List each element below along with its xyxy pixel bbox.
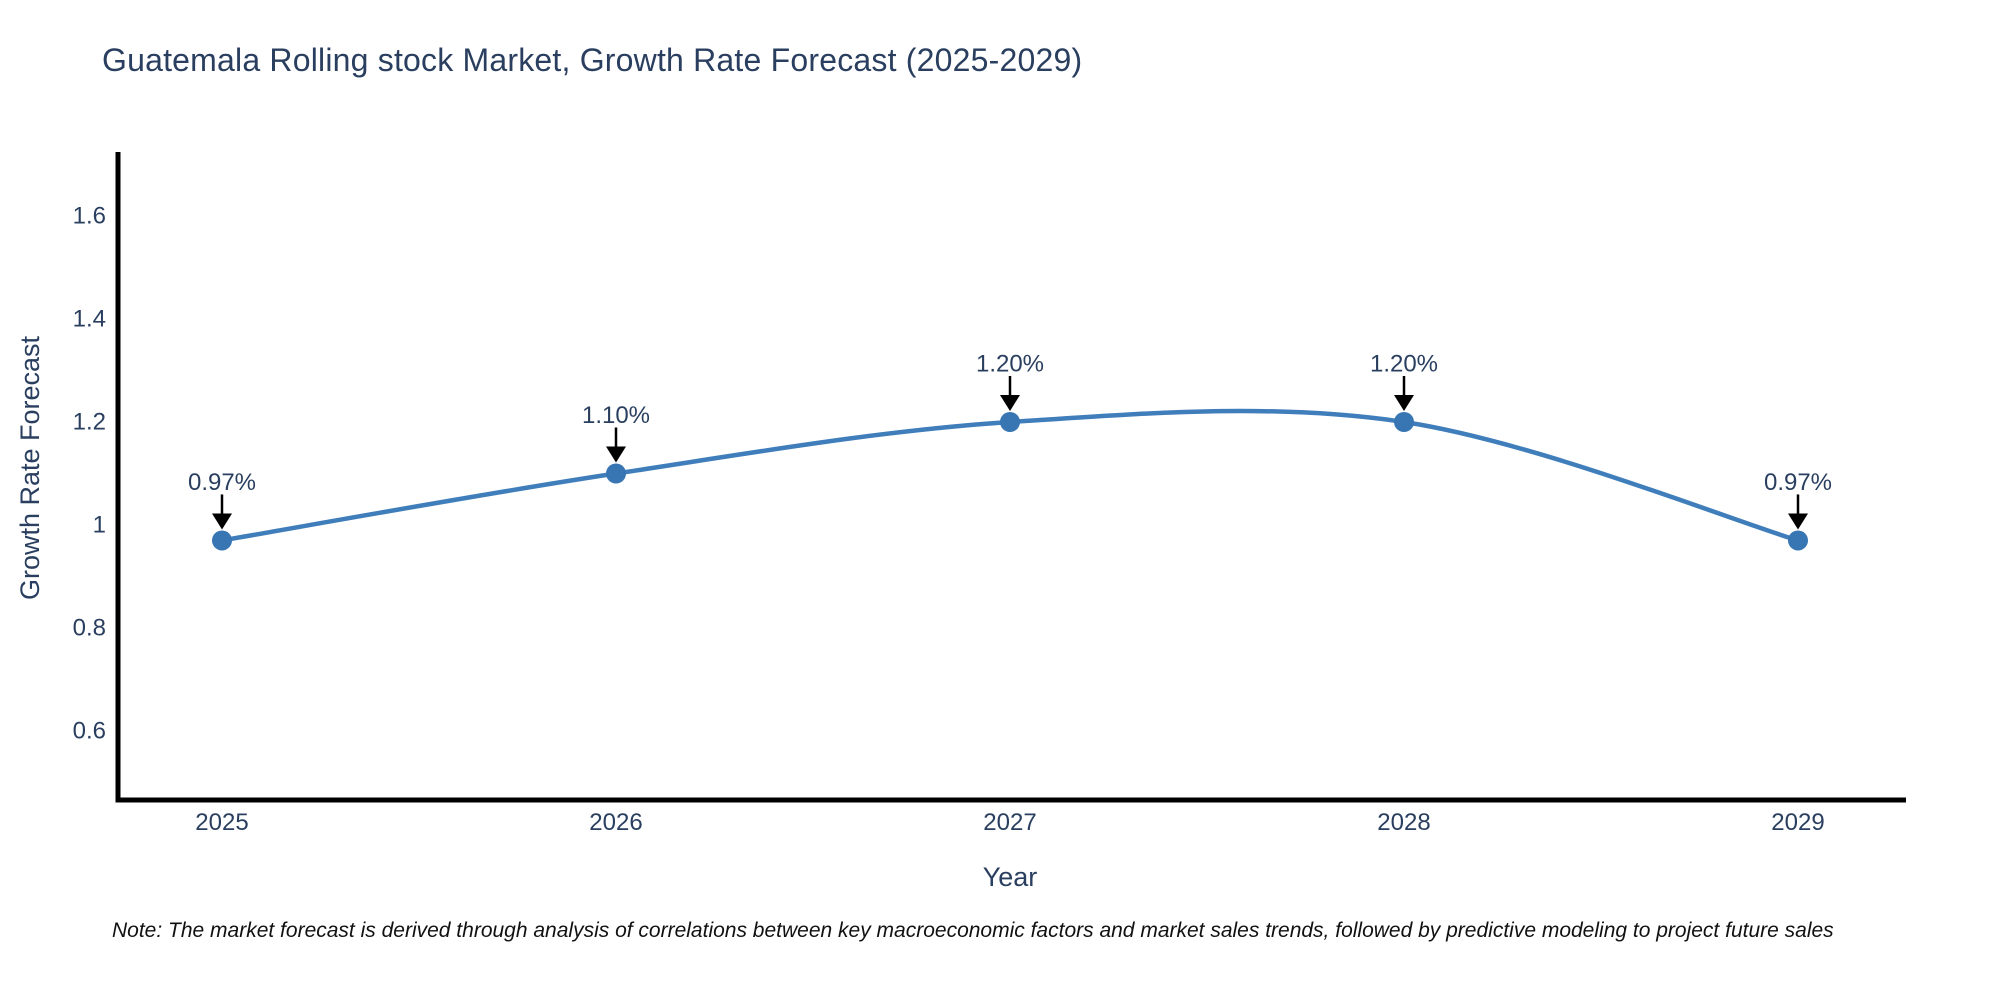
y-tick-label: 1.2 (73, 409, 106, 436)
x-axis-title: Year (983, 862, 1038, 892)
data-point[interactable] (1788, 530, 1808, 551)
y-tick-label: 1.6 (73, 203, 106, 230)
chart-title: Guatemala Rolling stock Market, Growth R… (102, 42, 1083, 78)
point-arrowhead (1000, 395, 1020, 411)
point-label: 1.10% (582, 402, 650, 429)
y-axis-title: Growth Rate Forecast (15, 335, 45, 600)
point-arrowhead (1788, 513, 1808, 530)
point-label: 1.20% (1370, 351, 1438, 378)
point-arrowhead (606, 446, 626, 463)
point-label: 0.97% (1764, 469, 1832, 496)
data-point[interactable] (1394, 412, 1414, 432)
point-arrowhead (1394, 395, 1414, 411)
x-tick-label: 2025 (195, 809, 248, 836)
point-arrowhead (212, 513, 232, 530)
x-tick-label: 2028 (1377, 809, 1430, 836)
x-tick-label: 2029 (1771, 809, 1824, 836)
y-tick-label: 1 (93, 512, 106, 539)
y-tick-label: 1.4 (73, 306, 106, 333)
y-tick-label: 0.8 (73, 615, 106, 642)
footnote: Note: The market forecast is derived thr… (112, 919, 1834, 942)
x-tick-label: 2026 (589, 809, 642, 836)
point-label: 1.20% (976, 351, 1044, 378)
data-point[interactable] (212, 530, 232, 551)
data-point[interactable] (606, 463, 626, 484)
y-tick-label: 0.6 (73, 718, 106, 745)
data-point[interactable] (1000, 412, 1020, 432)
point-label: 0.97% (188, 469, 256, 496)
x-tick-label: 2027 (983, 809, 1036, 836)
